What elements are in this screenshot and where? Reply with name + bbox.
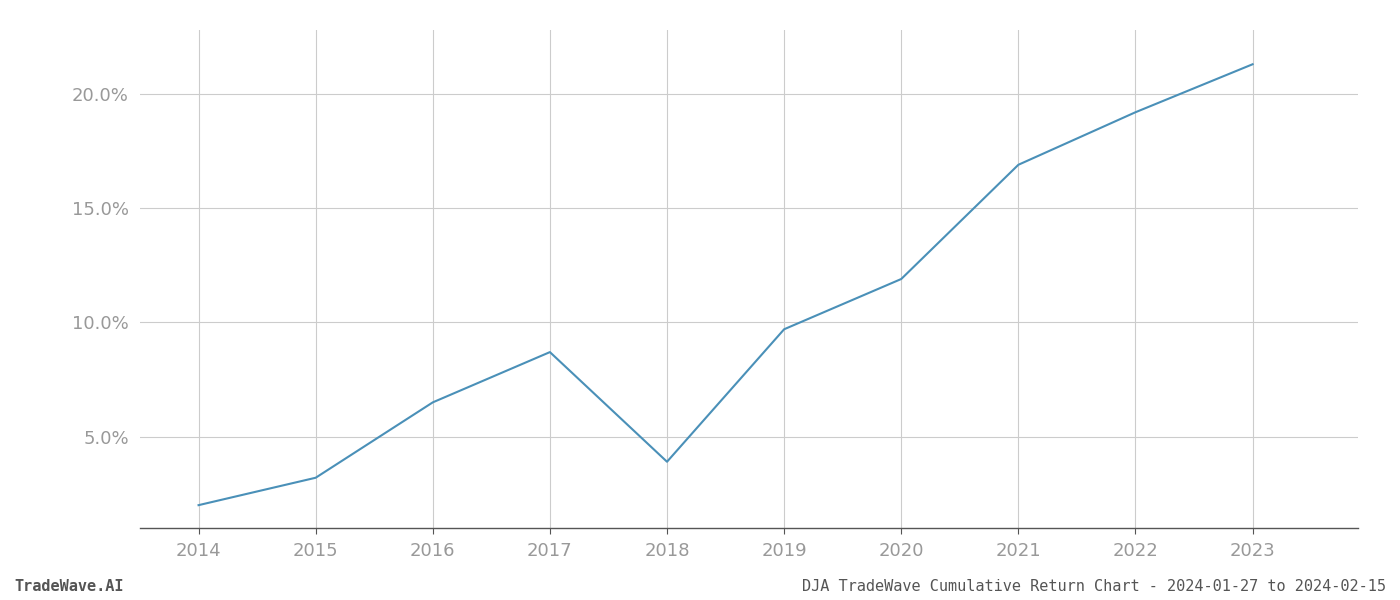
Text: TradeWave.AI: TradeWave.AI <box>14 579 123 594</box>
Text: DJA TradeWave Cumulative Return Chart - 2024-01-27 to 2024-02-15: DJA TradeWave Cumulative Return Chart - … <box>802 579 1386 594</box>
